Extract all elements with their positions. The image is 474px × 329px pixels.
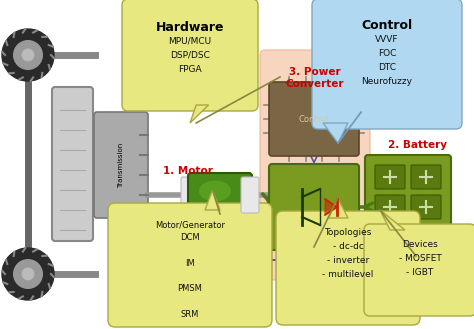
FancyBboxPatch shape [122,0,258,111]
Circle shape [2,29,54,81]
FancyBboxPatch shape [375,225,405,249]
FancyBboxPatch shape [365,155,451,259]
Polygon shape [328,198,348,218]
Circle shape [14,260,42,288]
Text: Transmission: Transmission [118,142,124,188]
FancyBboxPatch shape [411,165,441,189]
Circle shape [2,248,54,300]
Circle shape [22,268,34,280]
Text: 2. Battery: 2. Battery [389,140,447,150]
FancyBboxPatch shape [241,177,259,213]
Ellipse shape [199,181,231,201]
Text: Control: Control [362,19,412,32]
Text: Motor/Generator
DCM

IM

PMSM

SRM: Motor/Generator DCM IM PMSM SRM [155,220,225,319]
FancyBboxPatch shape [188,173,252,217]
FancyBboxPatch shape [269,82,359,156]
FancyBboxPatch shape [364,224,474,316]
Polygon shape [190,105,209,123]
FancyBboxPatch shape [276,211,420,325]
FancyBboxPatch shape [375,195,405,219]
FancyBboxPatch shape [269,164,359,250]
Polygon shape [325,199,337,215]
Circle shape [22,49,34,61]
Text: VVVF
FOC
DTC
Neurofuzzy: VVVF FOC DTC Neurofuzzy [362,35,412,86]
Polygon shape [323,123,348,143]
FancyBboxPatch shape [260,50,370,280]
Polygon shape [380,210,405,230]
FancyBboxPatch shape [312,0,462,129]
FancyBboxPatch shape [411,225,441,249]
FancyBboxPatch shape [375,165,405,189]
Text: 3. Power
Converter: 3. Power Converter [286,67,344,89]
Text: Hardware: Hardware [156,21,224,34]
FancyBboxPatch shape [411,195,441,219]
Polygon shape [205,190,220,210]
Circle shape [14,41,42,69]
Text: Control: Control [299,114,329,123]
Text: 1. Motor: 1. Motor [163,166,213,176]
FancyBboxPatch shape [52,87,93,241]
Text: Devices
- MOSFET
- IGBT: Devices - MOSFET - IGBT [399,240,441,277]
FancyBboxPatch shape [181,177,199,213]
FancyBboxPatch shape [108,203,272,327]
Text: MPU/MCU
DSP/DSC
FPGA: MPU/MCU DSP/DSC FPGA [168,37,211,74]
FancyBboxPatch shape [94,112,148,218]
Text: Topologies
- dc-dc
- inverter
- multilevel: Topologies - dc-dc - inverter - multilev… [322,228,374,279]
